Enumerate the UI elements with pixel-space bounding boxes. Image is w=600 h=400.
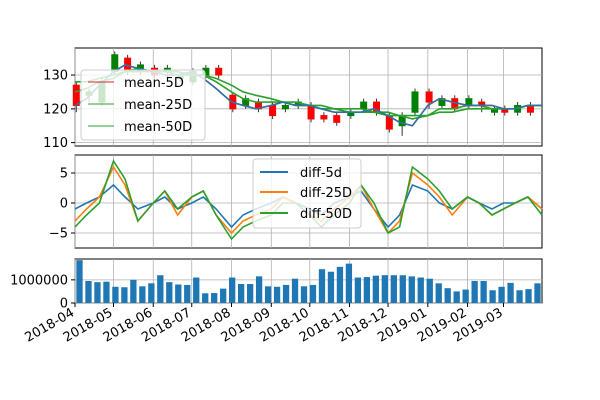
diff-legend: diff-5d diff-25D diff-50D xyxy=(252,158,362,229)
candle-body xyxy=(425,91,433,103)
diff-legend-box xyxy=(252,158,362,229)
volume-bar xyxy=(408,276,415,303)
y-tick-label: 5 xyxy=(60,167,68,182)
volume-x-ticks: 2018-042018-052018-062018-072018-082018-… xyxy=(22,303,506,346)
volume-bar xyxy=(246,284,254,303)
candle-body xyxy=(411,91,419,113)
y-tick-label: 0 xyxy=(60,197,68,212)
diff-panel: 5 0 −5 diff-5d diff-25D diff-50D xyxy=(49,154,543,249)
volume-bar xyxy=(426,278,433,303)
volume-y-ticks: 0 1000000 xyxy=(10,273,75,312)
volume-bar xyxy=(372,275,379,303)
volume-bar xyxy=(103,281,110,303)
volume-bar xyxy=(363,277,371,303)
volume-bars xyxy=(76,260,541,303)
volume-bar xyxy=(112,286,119,303)
candle-body xyxy=(281,104,289,110)
volume-bar xyxy=(354,277,362,303)
diff-y-ticks: 5 0 −5 xyxy=(49,167,75,242)
volume-bar xyxy=(480,281,487,303)
price-panel: 110 120 130 mean-5D mean-25D mean-50D xyxy=(43,47,543,151)
candle-body xyxy=(215,67,223,76)
volume-bar xyxy=(399,275,406,303)
candle-body xyxy=(72,84,80,106)
legend-label-mean-50D: mean-50D xyxy=(124,120,192,135)
candle-body xyxy=(465,98,473,106)
candle-body xyxy=(269,104,277,117)
legend-label-mean-25D: mean-25D xyxy=(124,98,192,113)
volume-bar xyxy=(498,286,505,303)
volume-bar xyxy=(202,293,209,303)
volume-bar xyxy=(381,275,388,303)
volume-bar xyxy=(85,281,92,303)
candle-body xyxy=(320,115,328,120)
volume-bar xyxy=(121,287,128,303)
volume-bar xyxy=(193,277,200,303)
price-legend-box xyxy=(80,69,206,141)
volume-bar xyxy=(309,284,317,303)
candle-body xyxy=(307,104,315,120)
volume-bar xyxy=(94,282,101,303)
volume-bar xyxy=(255,276,263,303)
volume-bar xyxy=(516,290,523,303)
volume-bar xyxy=(264,286,272,303)
volume-bar xyxy=(327,271,335,303)
volume-bar xyxy=(435,283,442,303)
price-legend: mean-5D mean-25D mean-50D xyxy=(80,69,206,141)
candle-body xyxy=(360,101,368,110)
volume-bar xyxy=(291,278,299,303)
volume-bar xyxy=(273,286,281,303)
volume-bar xyxy=(220,288,227,303)
y-tick-label: 1000000 xyxy=(10,273,68,288)
volume-bar xyxy=(471,281,478,303)
volume-bar xyxy=(139,286,146,303)
volume-bar xyxy=(211,293,218,303)
legend-label-diff-50D: diff-50D xyxy=(300,207,352,222)
volume-bar xyxy=(453,291,460,303)
volume-bar xyxy=(534,283,541,303)
volume-bar xyxy=(130,279,137,303)
legend-label-diff-5d: diff-5d xyxy=(300,166,342,181)
volume-bar xyxy=(166,282,173,303)
candle-body xyxy=(526,104,534,113)
volume-bar xyxy=(336,266,344,303)
volume-bar xyxy=(318,269,326,303)
legend-label-diff-25D: diff-25D xyxy=(300,186,352,201)
y-tick-label: 0 xyxy=(60,297,68,312)
volume-bar xyxy=(76,260,83,303)
volume-bar xyxy=(462,289,469,303)
volume-bar xyxy=(417,277,424,303)
volume-bar xyxy=(390,275,397,303)
volume-bar xyxy=(229,277,236,303)
y-tick-label: −5 xyxy=(49,227,68,242)
volume-bar xyxy=(175,284,182,303)
volume-bar xyxy=(489,290,496,303)
price-y-ticks: 110 120 130 xyxy=(43,69,75,151)
volume-bar xyxy=(444,288,451,303)
volume-bar xyxy=(345,263,353,303)
volume-bar xyxy=(184,284,191,303)
volume-bar xyxy=(282,284,290,303)
volume-bar xyxy=(148,283,155,303)
volume-bar xyxy=(157,275,164,303)
candle-body xyxy=(333,115,341,123)
legend-label-mean-5D: mean-5D xyxy=(124,76,184,91)
volume-bar xyxy=(300,286,308,303)
y-tick-label: 130 xyxy=(43,69,68,84)
volume-panel: 0 1000000 2018-042018-052018-062018-07201… xyxy=(10,258,543,346)
volume-bar xyxy=(238,284,245,303)
y-tick-label: 120 xyxy=(43,102,68,117)
y-tick-label: 110 xyxy=(43,136,68,151)
volume-bar xyxy=(525,289,532,303)
volume-bar xyxy=(507,282,514,303)
